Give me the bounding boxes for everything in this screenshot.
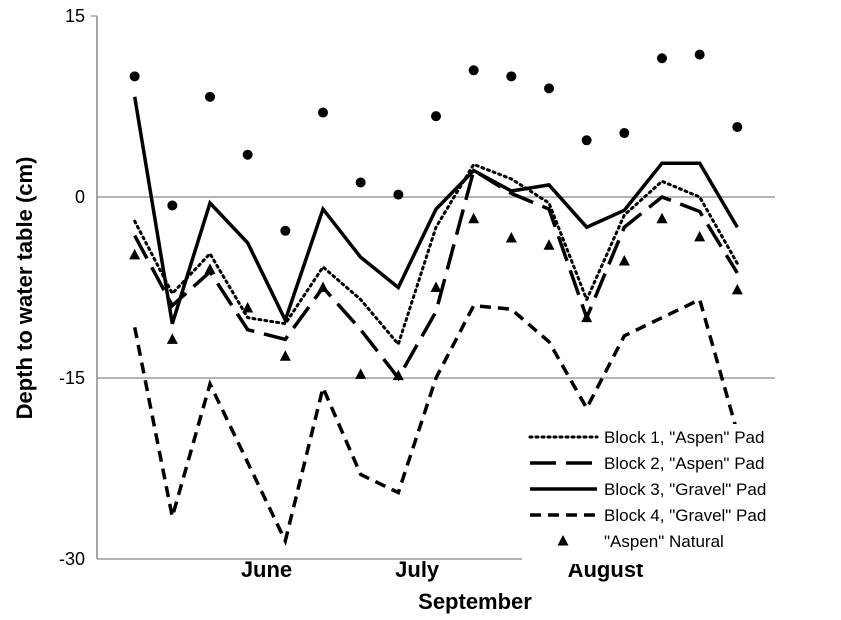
triangle-marker <box>505 232 517 243</box>
legend-item: Block 3, "Gravel" Pad <box>530 480 766 499</box>
series-2 <box>133 167 739 382</box>
circle-marker <box>393 189 404 200</box>
triangle-marker <box>204 263 216 274</box>
triangle-marker <box>618 254 630 266</box>
triangle-marker <box>656 212 668 224</box>
triangle-marker <box>468 212 480 224</box>
circle-marker <box>431 111 441 122</box>
legend-item: Block 4, "Gravel" Pad <box>530 506 766 525</box>
circle-marker <box>242 149 253 160</box>
triangle-marker <box>129 248 141 260</box>
legend-item: Block 1, "Aspen" Pad <box>528 428 764 447</box>
circle-marker <box>468 65 479 76</box>
series-line <box>132 297 739 547</box>
legend-label: Block 1, "Aspen" Pad <box>604 428 764 447</box>
month-label: June <box>241 557 292 582</box>
circle-marker <box>167 200 178 211</box>
triangle-marker <box>543 239 555 250</box>
series-layer <box>129 49 743 547</box>
legend-label: "Aspen" Natural <box>604 532 724 551</box>
triangle-marker <box>279 350 291 361</box>
y-tick-label: 15 <box>65 6 85 26</box>
triangle-marker <box>581 311 593 323</box>
circle-marker <box>280 225 291 236</box>
circle-marker <box>694 49 705 60</box>
series-3 <box>132 96 739 325</box>
legend-item: Block 2, "Aspen" Pad <box>530 454 764 473</box>
series-5 <box>129 212 743 381</box>
legend: Block 1, "Aspen" Pad Block 2, "Aspen" Pad… <box>522 424 814 564</box>
triangle-marker <box>317 281 329 292</box>
circle-marker <box>506 71 517 82</box>
triangle-marker <box>166 333 178 344</box>
series-line <box>133 162 739 348</box>
series-1 <box>133 162 739 348</box>
circle-marker <box>657 53 667 64</box>
circle-marker <box>355 177 366 188</box>
triangle-marker <box>242 302 254 313</box>
triangle-marker <box>392 369 404 381</box>
legend-triangle-marker <box>557 535 569 546</box>
series-line <box>132 96 739 325</box>
legend-background <box>522 424 814 564</box>
circle-marker <box>544 83 554 94</box>
circle-marker <box>732 122 743 133</box>
circle-marker <box>318 107 328 118</box>
month-label: July <box>395 557 440 582</box>
y-tick-label: -30 <box>59 549 85 569</box>
series-6 <box>129 49 743 236</box>
series-4 <box>132 297 739 547</box>
triangle-marker <box>731 283 743 295</box>
y-tick-label: -15 <box>59 368 85 388</box>
circle-marker <box>619 128 630 139</box>
legend-item: "Aspen" Natural <box>557 532 724 551</box>
legend-label: Block 4, "Gravel" Pad <box>604 506 766 525</box>
y-axis-title: Depth to water table (cm) <box>12 157 37 420</box>
legend-label: Block 2, "Aspen" Pad <box>604 454 764 473</box>
circle-marker <box>581 135 592 146</box>
series-line <box>133 167 739 382</box>
circle-marker <box>205 91 215 102</box>
circle-marker <box>129 71 140 82</box>
x-axis-title: September <box>418 589 532 614</box>
y-tick-label: 0 <box>75 187 85 207</box>
y-tick-labels: 15 0 -15 -30 <box>59 6 85 569</box>
legend-label: Block 3, "Gravel" Pad <box>604 480 766 499</box>
triangle-marker <box>355 368 367 379</box>
triangle-marker <box>430 281 442 292</box>
triangle-marker <box>694 230 706 242</box>
